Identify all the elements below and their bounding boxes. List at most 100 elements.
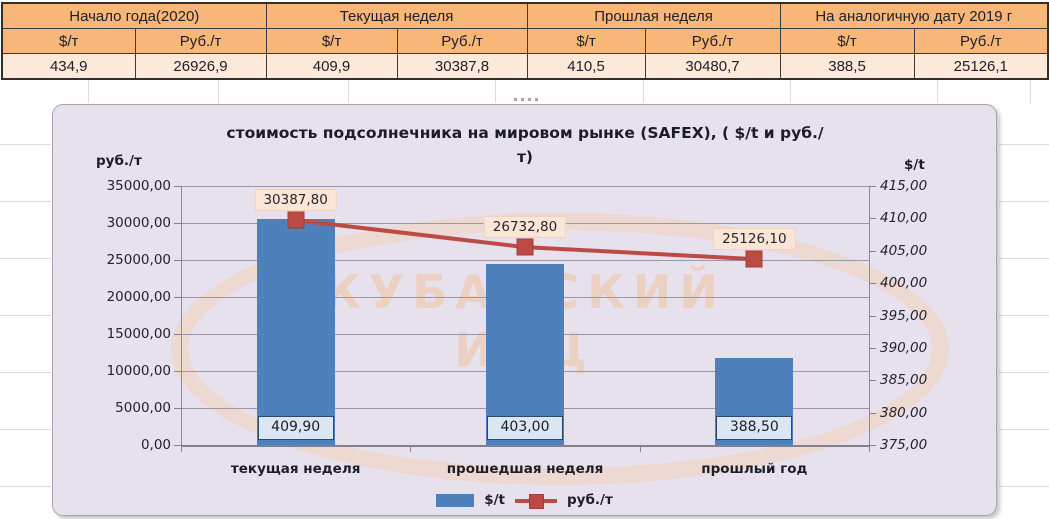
category-label: текущая неделя bbox=[230, 461, 361, 477]
value-cell[interactable]: 434,9 bbox=[1, 53, 136, 80]
bar-текущая неделя[interactable] bbox=[256, 219, 335, 445]
left-axis-tick-label: 0,00 bbox=[140, 437, 171, 453]
period-header[interactable]: На аналогичную дату 2019 г bbox=[779, 2, 1049, 29]
sheet-gridline bbox=[999, 258, 1049, 259]
right-axis-tick-label: 400,00 bbox=[880, 275, 928, 292]
right-tick-mark bbox=[869, 380, 876, 382]
sheet-gridline bbox=[88, 79, 89, 103]
period-header[interactable]: Текущая неделя bbox=[265, 2, 528, 29]
left-tick-mark bbox=[174, 334, 181, 335]
category-tick-mark bbox=[639, 445, 641, 452]
category-label: прошлый год bbox=[701, 461, 808, 477]
sheet-gridline bbox=[999, 372, 1049, 373]
sheet-gridline bbox=[348, 79, 349, 103]
unit-cell[interactable]: Руб./т bbox=[134, 28, 267, 54]
sheet-gridline bbox=[999, 201, 1049, 202]
bar-прошедшая неделя[interactable] bbox=[486, 263, 564, 445]
chart-drag-handle[interactable] bbox=[514, 98, 538, 101]
left-tick-mark bbox=[174, 223, 181, 224]
right-tick-mark bbox=[869, 412, 876, 414]
sheet-gridline bbox=[999, 429, 1049, 430]
chart-title[interactable]: стоимость подсолнечника на мировом рынке… bbox=[226, 124, 824, 167]
line-value-label: 26732,80 bbox=[483, 216, 567, 239]
sheet-gridline bbox=[643, 79, 644, 103]
right-tick-mark bbox=[869, 445, 876, 446]
left-axis-tick-label: 5000,00 bbox=[115, 400, 171, 416]
right-axis-tick-label: 405,00 bbox=[880, 242, 928, 259]
right-axis-line bbox=[869, 186, 870, 445]
unit-cell[interactable]: Руб./т bbox=[644, 28, 781, 54]
value-cell[interactable]: 388,5 bbox=[779, 53, 915, 80]
left-tick-mark bbox=[174, 371, 181, 372]
price-table: Начало года(2020) Текущая неделя Прошлая… bbox=[1, 2, 1049, 80]
legend-bar-swatch bbox=[436, 493, 475, 507]
value-cell[interactable]: 30480,7 bbox=[644, 53, 781, 80]
right-tick-mark bbox=[869, 283, 876, 285]
sheet-gridline bbox=[937, 79, 938, 103]
unit-cell[interactable]: $/т bbox=[1, 28, 136, 54]
right-axis-tick-label: 410,00 bbox=[880, 210, 928, 227]
right-axis-tick-label: 390,00 bbox=[880, 339, 928, 356]
value-cell[interactable]: 26926,9 bbox=[134, 53, 267, 80]
left-tick-mark bbox=[174, 260, 181, 261]
left-axis-tick-label: 20000,00 bbox=[106, 289, 171, 305]
gridline bbox=[181, 186, 869, 187]
right-tick-mark bbox=[869, 315, 876, 317]
category-tick-mark bbox=[410, 445, 412, 452]
sheet-gridline bbox=[0, 144, 51, 145]
table-row-periods: Начало года(2020) Текущая неделя Прошлая… bbox=[1, 2, 1049, 29]
unit-cell[interactable]: $/т bbox=[779, 28, 915, 54]
bottom-axis-line bbox=[181, 445, 869, 447]
period-header[interactable]: Начало года(2020) bbox=[1, 2, 267, 29]
line-marker[interactable] bbox=[745, 250, 763, 268]
sheet-gridline bbox=[1030, 79, 1031, 103]
left-axis-line bbox=[181, 186, 182, 445]
line-value-label: 30387,80 bbox=[254, 189, 337, 212]
right-tick-mark bbox=[869, 250, 876, 252]
legend-line-swatch bbox=[515, 493, 557, 509]
value-cell[interactable]: 30387,8 bbox=[396, 53, 528, 80]
sheet-gridline bbox=[218, 79, 219, 103]
legend-label-rub: руб./т bbox=[567, 492, 613, 508]
unit-cell[interactable]: Руб./т bbox=[396, 28, 528, 54]
chart-legend[interactable]: $/t руб./т bbox=[53, 492, 996, 509]
line-marker[interactable] bbox=[287, 211, 305, 229]
left-axis-tick-label: 30000,00 bbox=[106, 215, 171, 231]
line-value-label: 25126,10 bbox=[713, 228, 796, 251]
sheet-gridline bbox=[495, 79, 496, 103]
unit-cell[interactable]: $/т bbox=[265, 28, 398, 54]
right-axis-tick-label: 395,00 bbox=[880, 307, 928, 324]
sheet-gridline bbox=[999, 486, 1049, 487]
right-tick-mark bbox=[869, 186, 876, 187]
sheet-gridline bbox=[999, 315, 1049, 316]
right-axis-tick-label: 385,00 bbox=[880, 372, 928, 389]
left-axis-tick-label: 10000,00 bbox=[106, 363, 171, 379]
bar-value-label: 403,00 bbox=[487, 416, 563, 440]
sheet-gridline bbox=[0, 429, 51, 430]
sheet-gridline bbox=[0, 201, 51, 202]
legend-label-dollar: $/t bbox=[484, 492, 505, 508]
sheet-gridline bbox=[0, 486, 51, 487]
left-axis-tick-label: 15000,00 bbox=[106, 326, 171, 342]
category-tick-mark bbox=[181, 445, 182, 452]
period-header[interactable]: Прошлая неделя bbox=[526, 2, 781, 29]
left-axis-tick-label: 25000,00 bbox=[106, 252, 171, 268]
unit-cell[interactable]: Руб./т bbox=[913, 28, 1049, 54]
unit-cell[interactable]: $/т bbox=[526, 28, 646, 54]
sheet-gridline bbox=[0, 258, 51, 259]
sheet-gridline bbox=[0, 372, 51, 373]
right-tick-mark bbox=[869, 347, 876, 349]
sheet-gridline bbox=[999, 144, 1049, 145]
value-cell[interactable]: 409,9 bbox=[265, 53, 398, 80]
chart-area[interactable]: КУБАНСКИЙ ИВЦ стоимость подсолнечника на… bbox=[52, 104, 997, 516]
sheet-gridline bbox=[0, 315, 51, 316]
left-axis-title: руб./т bbox=[96, 153, 142, 169]
left-tick-mark bbox=[174, 445, 181, 446]
value-cell[interactable]: 410,5 bbox=[526, 53, 646, 80]
line-marker[interactable] bbox=[516, 238, 534, 256]
left-axis-tick-label: 35000,00 bbox=[106, 178, 171, 194]
right-tick-mark bbox=[869, 218, 876, 220]
category-label: прошедшая неделя bbox=[446, 461, 604, 477]
value-cell[interactable]: 25126,1 bbox=[913, 53, 1049, 80]
